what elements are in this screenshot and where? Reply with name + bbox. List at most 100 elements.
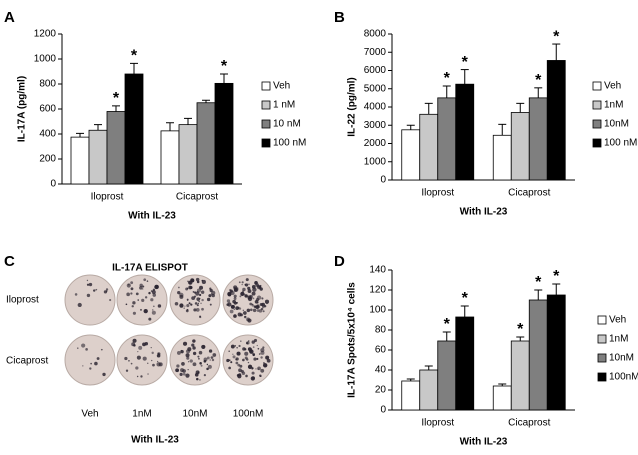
- spot: [195, 277, 200, 282]
- spot: [195, 308, 200, 312]
- spot: [146, 280, 149, 282]
- spot: [208, 294, 212, 298]
- spot: [257, 368, 259, 370]
- column-label: 100nM: [233, 409, 264, 420]
- spot: [180, 349, 184, 354]
- spot: [257, 347, 260, 350]
- legend-swatch: [261, 100, 271, 110]
- spot: [242, 309, 245, 312]
- error-bar: [498, 383, 507, 386]
- x-axis-label: With IL-23: [131, 435, 179, 446]
- error-bar: [442, 331, 451, 341]
- significance-label: *: [553, 28, 560, 45]
- spot: [199, 362, 202, 365]
- spot: [237, 312, 242, 317]
- spot: [141, 298, 145, 302]
- bar: [528, 97, 548, 181]
- significance-label: *: [444, 70, 451, 87]
- spot: [102, 372, 106, 377]
- spot: [142, 342, 146, 347]
- y-axis-label: IL-17A (pg/ml): [17, 76, 28, 142]
- spot: [206, 363, 209, 366]
- spot: [232, 299, 236, 304]
- spot: [235, 361, 239, 365]
- spot: [241, 371, 246, 375]
- spot: [230, 290, 235, 296]
- significance-label: *: [553, 268, 560, 285]
- y-tick-label: 2000: [364, 138, 387, 149]
- spot: [179, 303, 184, 308]
- spot: [142, 288, 144, 290]
- spot: [152, 309, 154, 311]
- spot: [151, 310, 156, 315]
- legend-label: 100nM: [609, 372, 638, 383]
- error-bar: [552, 283, 561, 295]
- spot: [228, 366, 231, 370]
- spot: [158, 362, 163, 367]
- spot: [151, 351, 154, 355]
- spot: [198, 300, 200, 303]
- spot: [187, 361, 190, 363]
- spot: [186, 356, 190, 360]
- y-tick-label: 40: [375, 365, 387, 376]
- spot: [148, 291, 151, 295]
- error-bar: [516, 336, 525, 341]
- spot: [199, 315, 202, 318]
- elispot-title: IL-17A ELISPOT: [112, 263, 188, 274]
- spot: [261, 297, 264, 300]
- bar: [124, 73, 144, 185]
- spot: [260, 356, 263, 359]
- spot: [154, 284, 159, 290]
- row-label: Iloprost: [6, 295, 39, 306]
- bar: [437, 340, 457, 411]
- spot: [124, 356, 128, 361]
- y-tick-label: 5000: [364, 83, 387, 94]
- spot: [238, 373, 242, 377]
- spot: [254, 305, 257, 308]
- spot: [183, 307, 185, 309]
- spot: [96, 357, 100, 360]
- bar: [401, 380, 421, 411]
- spot: [238, 281, 241, 284]
- spot: [136, 375, 139, 378]
- spot: [151, 359, 153, 362]
- spot: [192, 362, 197, 367]
- spot: [199, 297, 201, 300]
- spot: [229, 309, 234, 314]
- spot: [246, 341, 250, 345]
- spot: [189, 359, 193, 363]
- spot: [109, 298, 112, 302]
- error-bar: [166, 122, 174, 131]
- spot: [191, 343, 195, 347]
- spot: [260, 350, 265, 355]
- panel-label: A: [4, 9, 15, 26]
- x-tick-label: Cicaprost: [176, 192, 218, 203]
- error-bar: [534, 87, 543, 98]
- bar: [546, 60, 566, 181]
- spot: [251, 376, 256, 380]
- bar: [106, 111, 126, 185]
- spot: [130, 362, 133, 365]
- y-tick-label: 400: [39, 129, 56, 140]
- spot: [157, 352, 161, 356]
- error-bar: [202, 99, 210, 103]
- spot: [186, 299, 189, 301]
- spot: [265, 355, 270, 360]
- x-tick-label: Iloprost: [91, 192, 124, 203]
- spot: [81, 343, 86, 348]
- spot: [126, 292, 130, 297]
- spot: [242, 359, 244, 361]
- spot: [177, 291, 181, 295]
- spot: [137, 350, 139, 353]
- y-tick-label: 4000: [364, 102, 387, 113]
- x-tick-label: Cicaprost: [508, 418, 550, 429]
- x-axis-label: With IL-23: [460, 437, 508, 448]
- spot: [247, 364, 253, 369]
- spot: [103, 290, 108, 294]
- y-tick-label: 1200: [34, 29, 57, 40]
- spot: [244, 283, 249, 287]
- legend-swatch: [597, 315, 607, 325]
- legend-swatch: [261, 138, 271, 148]
- spot: [198, 357, 200, 360]
- spot: [200, 302, 202, 305]
